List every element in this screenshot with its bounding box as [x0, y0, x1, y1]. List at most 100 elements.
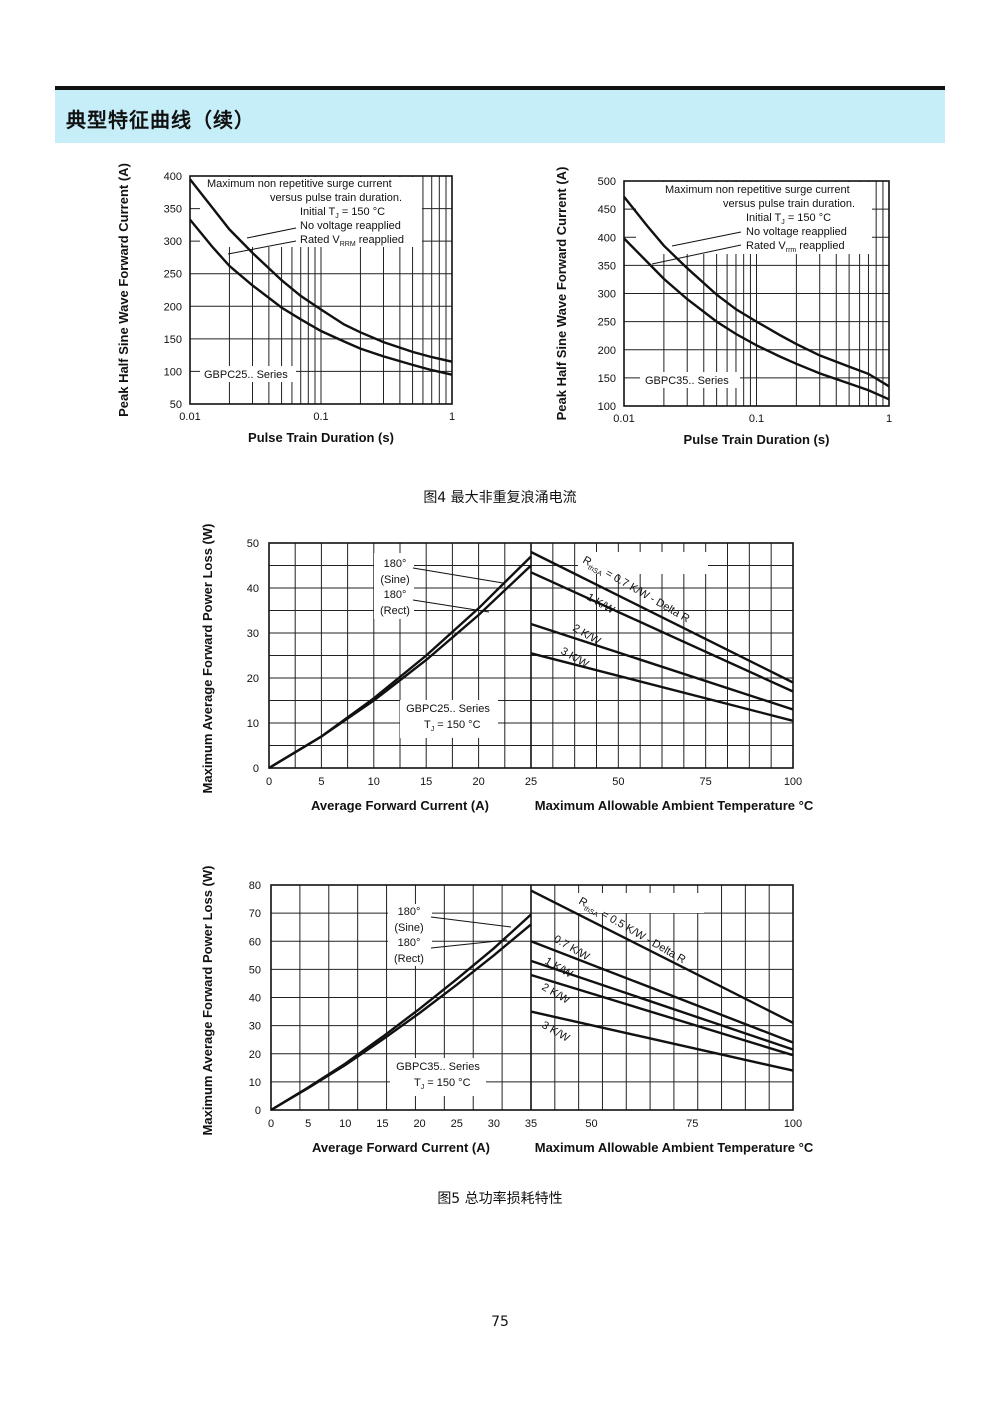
power-35-rect-label-a: 180° — [398, 937, 421, 949]
surge-25-series-label: GBPC25.. Series — [204, 369, 288, 381]
power-25-right-series-2-line — [530, 571, 794, 693]
surge-35-ytick-label: 350 — [598, 260, 616, 272]
power-25-annotation-bg — [400, 700, 498, 738]
power-35-series-label: GBPC35.. Series — [396, 1061, 480, 1073]
power-25-ytick-label: 10 — [247, 718, 259, 730]
surge-35-ytick-label: 250 — [598, 317, 616, 329]
page-number: 75 — [491, 1314, 509, 1330]
section-header-band — [55, 90, 945, 143]
surge-25-ytick-label: 400 — [164, 171, 182, 183]
surge-35-xtick-label: 0.1 — [749, 413, 764, 425]
power-35-ytick-label: 50 — [249, 964, 261, 976]
section-title: 典型特征曲线（续） — [66, 108, 255, 132]
power-35-annotation-leader — [430, 939, 508, 949]
power-25-right-xtick-label: 50 — [612, 776, 624, 788]
power-25-y-axis-title: Maximum Average Forward Power Loss (W) — [200, 524, 215, 794]
power-25-ytick-label: 50 — [247, 538, 259, 550]
surge-25-ytick-label: 200 — [164, 301, 182, 313]
header-rule — [55, 86, 945, 90]
power-25-right-x-axis-title: Maximum Allowable Ambient Temperature °C — [535, 798, 814, 813]
surge-25-ytick-label: 50 — [170, 399, 182, 411]
surge-35-annotation-line-3: Initial TJ = 150 °C — [746, 212, 831, 226]
surge-35-ytick-label: 500 — [598, 176, 616, 188]
power-35-ytick-label: 10 — [249, 1077, 261, 1089]
power-25-rect-label-a: 180° — [384, 589, 407, 601]
power-35-left-xtick-label: 15 — [376, 1118, 388, 1130]
surge-35-annotation-line-5: Rated Vrrm reapplied — [746, 240, 845, 254]
power-35-rect-label-b: (Rect) — [394, 953, 424, 965]
surge-25-annotation-line-4: No voltage reapplied — [300, 220, 401, 232]
surge-25-ytick-label: 100 — [164, 366, 182, 378]
surge-25-y-axis-title: Peak Half Sine Wave Forward Current (A) — [116, 163, 131, 417]
power-25-left-xtick-label: 20 — [472, 776, 484, 788]
power-25-left-xtick-label: 25 — [525, 776, 537, 788]
power-35-left-series-2-line — [270, 923, 532, 1112]
surge-25-plot-frame — [189, 175, 453, 405]
surge-25-ytick-label: 300 — [164, 236, 182, 248]
power-25-k2-label: 2 K/W — [571, 622, 603, 648]
surge-35-y-axis-title: Peak Half Sine Wave Forward Current (A) — [554, 167, 569, 421]
power-35-right-xtick-label: 75 — [686, 1118, 698, 1130]
power-35-ytick-label: 20 — [249, 1049, 261, 1061]
surge-35-annotation-leader — [671, 231, 742, 247]
surge-35-ytick-label: 450 — [598, 204, 616, 216]
surge-25-annotation-leader — [227, 240, 297, 255]
power-35-ytick-label: 70 — [249, 908, 261, 920]
surge-35-plot-frame — [623, 180, 890, 407]
power-35-right-series-3-line — [530, 959, 794, 1051]
surge-35-series-2-line — [623, 237, 890, 401]
power-25-left-xtick-label: 0 — [266, 776, 272, 788]
power-35-ytick-label: 0 — [255, 1105, 261, 1117]
power-25-ytick-label: 20 — [247, 673, 259, 685]
surge-25-x-axis-title: Pulse Train Duration (s) — [248, 430, 394, 445]
power-25-tj-label: TJ = 150 °C — [424, 719, 481, 733]
power-35-left-xtick-label: 25 — [451, 1118, 463, 1130]
power-35-right-series-4-line — [530, 973, 794, 1057]
power-35-right-xtick-label: 50 — [585, 1118, 597, 1130]
surge-35-annotation-line-1: Maximum non repetitive surge current — [665, 184, 850, 196]
power-35-k07-label: 0.7 K/W — [552, 933, 592, 963]
surge-35-ytick-label: 100 — [598, 401, 616, 413]
surge-25-annotation-line-3: Initial TJ = 150 °C — [300, 206, 385, 220]
power-35-ytick-label: 80 — [249, 880, 261, 892]
power-25-ytick-label: 40 — [247, 583, 259, 595]
power-35-annotation-leader — [430, 916, 512, 928]
power-25-annotation-leader — [412, 567, 504, 584]
power-35-tj-label: TJ = 150 °C — [414, 1077, 471, 1091]
power-35-right-series-5-line — [530, 1010, 794, 1072]
surge-25-xtick-label: 0.1 — [313, 411, 328, 423]
power-25-left-xtick-label: 5 — [318, 776, 324, 788]
power-35-left-x-axis-title: Average Forward Current (A) — [312, 1140, 490, 1155]
power-35-ytick-label: 40 — [249, 993, 261, 1005]
power-25-sine-label-b: (Sine) — [380, 574, 409, 586]
surge-25-ytick-label: 350 — [164, 204, 182, 216]
power-25-sine-label-a: 180° — [384, 558, 407, 570]
power-25-right-xtick-label: 100 — [784, 776, 802, 788]
power-35-right-x-axis-title: Maximum Allowable Ambient Temperature °C — [535, 1140, 814, 1155]
power-25-right-xtick-label: 75 — [700, 776, 712, 788]
surge-35-ytick-label: 400 — [598, 232, 616, 244]
power-25-ytick-label: 30 — [247, 628, 259, 640]
figure-5-caption: 图5 总功率损耗特性 — [437, 1191, 563, 1207]
power-35-right-series-1-line — [530, 889, 794, 1024]
power-35-left-xtick-label: 5 — [305, 1118, 311, 1130]
surge-35-xtick-label: 0.01 — [613, 413, 634, 425]
power-35-sine-label-b: (Sine) — [394, 922, 423, 934]
surge-35-series-1-line — [623, 196, 890, 388]
surge-35-ytick-label: 150 — [598, 373, 616, 385]
power-35-left-xtick-label: 10 — [339, 1118, 351, 1130]
power-25-left-xtick-label: 10 — [368, 776, 380, 788]
surge-35-annotation-line-4: No voltage reapplied — [746, 226, 847, 238]
power-35-left-xtick-label: 35 — [525, 1118, 537, 1130]
power-25-left-xtick-label: 15 — [420, 776, 432, 788]
power-35-annotation-bg — [388, 904, 432, 966]
surge-35-annotation-leader — [651, 244, 742, 265]
power-35-ytick-label: 30 — [249, 1021, 261, 1033]
power-35-k3-label: 3 K/W — [540, 1019, 572, 1045]
power-35-left-xtick-label: 30 — [488, 1118, 500, 1130]
power-35-right-xtick-label: 100 — [784, 1118, 802, 1130]
power-25-series-label: GBPC25.. Series — [406, 703, 490, 715]
surge-25-annotation-leader — [246, 227, 297, 239]
power-35-sine-label-a: 180° — [398, 906, 421, 918]
